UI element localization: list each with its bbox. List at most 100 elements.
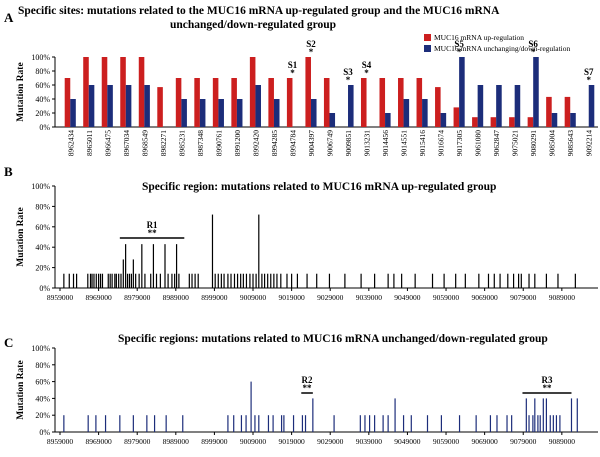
panel-a-bar-down xyxy=(588,85,595,127)
panel-b-region-significance: ** xyxy=(148,228,158,238)
panel-a-title-line2: unchanged/down-regulated group xyxy=(170,19,336,31)
panel-a-x-tick-label: 8966475 xyxy=(103,130,112,157)
panel-b-region-label: R1 xyxy=(147,220,158,230)
panel-a-bar-up xyxy=(120,57,126,127)
panel-a-bar-up xyxy=(527,117,534,127)
panel-c-x-tick-label: 9009000 xyxy=(240,437,267,446)
panel-a-bar-down xyxy=(551,113,558,127)
panel-b-x-tick-label: 9049000 xyxy=(394,293,421,302)
panel-a-x-tick-label: 9004397 xyxy=(307,130,316,157)
panel-b-x-tick-label: 8979000 xyxy=(124,293,151,302)
panel-a-bar-down xyxy=(107,85,113,127)
panel-a-legend-label: MUC16 mRNA up-regulation xyxy=(434,33,524,42)
panel-a-bar-up xyxy=(435,87,441,127)
panel-b-y-tick-label: 60% xyxy=(35,223,50,232)
panel-a-x-tick-label: 9085643 xyxy=(566,130,575,157)
panel-a-bar-down xyxy=(348,85,354,127)
panel-a-significance-star: * xyxy=(364,68,369,78)
panel-a-x-tick-label: 8994285 xyxy=(270,130,279,157)
panel-a-site-label: S5 xyxy=(454,39,464,49)
panel-a-y-tick-label: 60% xyxy=(35,81,50,90)
panel-a-bar-up xyxy=(398,78,404,127)
panel-a-x-tick-label: 8987348 xyxy=(196,130,205,157)
panel-b-x-tick-label: 8989000 xyxy=(163,293,190,302)
panel-a-bar-up xyxy=(509,117,515,127)
panel-a-bar-down xyxy=(273,99,280,127)
panel-a-bar-down xyxy=(403,99,410,127)
panel-a-y-tick-label: 20% xyxy=(35,109,50,118)
panel-a-site-label: S3 xyxy=(343,67,353,77)
panel-c-x-tick-label: 8999000 xyxy=(201,437,228,446)
panel-c-y-tick-label: 80% xyxy=(35,361,50,370)
panel-a-bar-up xyxy=(194,78,200,127)
panel-a-bar-up xyxy=(64,78,71,127)
panel-a-x-tick-label: 9092214 xyxy=(585,130,594,157)
panel-a-bar-up xyxy=(268,78,274,127)
panel-a-bar-down xyxy=(218,99,224,127)
panel-a-x-tick-label: 9015416 xyxy=(418,130,427,157)
panel-a-bar-down xyxy=(144,85,150,127)
panel-a-bar-down xyxy=(88,85,95,127)
panel-a-x-tick-label: 8965011 xyxy=(85,130,94,156)
panel-a-x-tick-label: 8968549 xyxy=(140,130,149,157)
panel-a-bar-up xyxy=(490,117,497,127)
panel-a-site-label: S1 xyxy=(288,60,298,70)
panel-a-bar-up xyxy=(305,57,311,127)
panel-b-x-tick-label: 9069000 xyxy=(472,293,499,302)
panel-a-bar-down xyxy=(514,85,521,127)
panel-c-region-label: R2 xyxy=(302,375,313,385)
panel-a-bar-down xyxy=(422,99,428,127)
panel-b-x-tick-label: 8999000 xyxy=(201,293,228,302)
panel-a-x-tick-label: 8994784 xyxy=(288,130,297,157)
panel-c-x-tick-label: 9039000 xyxy=(356,437,383,446)
panel-a-bar-up xyxy=(138,57,145,127)
panel-a-x-tick-label: 9009851 xyxy=(344,130,353,157)
panel-c-y-tick-label: 0% xyxy=(39,428,50,437)
panel-a-significance-star: * xyxy=(309,47,314,57)
panel-a-x-tick-label: 9085004 xyxy=(548,130,557,157)
panel-a-bar-up xyxy=(564,96,571,127)
panel-a-significance-star: * xyxy=(531,47,536,57)
panel-a-bar-down xyxy=(570,113,576,127)
panel-label-a: A xyxy=(4,10,14,25)
panel-a-site-label: S7 xyxy=(584,67,594,77)
panel-a-bar-up xyxy=(472,117,478,127)
panel-a-bar-up xyxy=(323,78,330,127)
panel-a-x-tick-label: 8990761 xyxy=(214,130,223,157)
panel-a-y-tick-label: 80% xyxy=(35,67,50,76)
panel-a-bar-down xyxy=(533,57,539,127)
panel-a-bar-up xyxy=(157,87,163,127)
panel-c-x-tick-label: 8989000 xyxy=(163,437,190,446)
panel-a-bar-up xyxy=(546,96,552,127)
panel-a-significance-star: * xyxy=(346,75,351,85)
panel-b-title: Specific region: mutations related to MU… xyxy=(142,181,496,193)
panel-a-x-tick-label: 9016674 xyxy=(437,130,446,157)
panel-a-bar-up xyxy=(379,78,386,127)
panel-a-x-tick-label: 8982271 xyxy=(159,130,168,157)
panel-a-x-tick-label: 8991200 xyxy=(233,130,242,157)
panel-a-bar-down xyxy=(459,57,465,127)
panel-c-x-tick-label: 8969000 xyxy=(85,437,112,446)
panel-a-bar-down xyxy=(440,113,447,127)
panel-a-bar-down xyxy=(181,99,187,127)
panel-a-y-tick-label: 100% xyxy=(31,53,50,62)
panel-a-site-label: S2 xyxy=(306,39,316,49)
panel-a-x-tick-label: 9080291 xyxy=(529,130,538,157)
panel-a-x-tick-label: 9061080 xyxy=(474,130,483,157)
panel-b-x-tick-label: 8959000 xyxy=(47,293,74,302)
panel-b-x-tick-label: 9019000 xyxy=(278,293,305,302)
panel-c-x-tick-label: 9059000 xyxy=(433,437,460,446)
panel-c-y-tick-label: 100% xyxy=(31,344,50,353)
panel-b-x-tick-label: 9059000 xyxy=(433,293,460,302)
panel-a-x-tick-label: 8992420 xyxy=(251,130,260,157)
panel-a-x-tick-label: 9017305 xyxy=(455,130,464,157)
panel-c-region-significance: ** xyxy=(542,383,552,393)
panel-b-x-tick-label: 9089000 xyxy=(549,293,576,302)
panel-b-y-tick-label: 0% xyxy=(39,284,50,293)
panel-a-y-label: Mutation Rate xyxy=(16,62,26,121)
panel-a-y-tick-label: 40% xyxy=(35,95,50,104)
panel-a-x-tick-label: 9075021 xyxy=(511,130,520,157)
panel-a-bar-down xyxy=(125,85,132,127)
panel-a-bar-up xyxy=(101,57,108,127)
